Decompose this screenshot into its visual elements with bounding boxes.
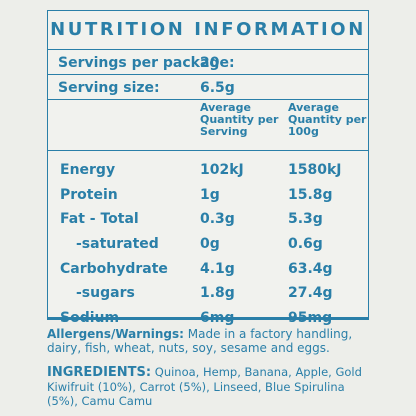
serving-size-value: 6.5g [200,80,235,96]
column-headers: Average Quantity per Serving Average Qua… [48,99,368,150]
allergens-label: Allergens/Warnings: [47,327,184,341]
per-serving-value: 102kJ [200,162,244,178]
per-100g-value: 1580kJ [288,162,342,178]
panel-title: NUTRITION INFORMATION [48,11,368,50]
per-serving-value: 1.8g [200,285,235,302]
per-serving-value: 0g [200,236,220,253]
nutrient-rows: Energy 102kJ 1580kJ Protein 1g 15.8g Fat… [48,150,368,333]
per-100g-value: 15.8g [288,186,333,203]
nutrient-name: Protein [60,186,118,203]
nutrition-panel: NUTRITION INFORMATION Servings per packa… [47,10,369,326]
ingredients-label: INGREDIENTS: [47,365,152,380]
nutrient-row: Protein 1g 15.8g [48,185,368,210]
nutrient-row: Carbohydrate 4.1g 63.4g [48,259,368,284]
serving-size-label: Serving size: [58,80,160,96]
per-100g-value: 5.3g [288,211,323,228]
per-100g-value: 63.4g [288,260,333,277]
servings-label: Servings per package: [58,55,235,71]
nutrient-name: Carbohydrate [60,260,168,277]
ingredients-text: Quinoa, Hemp, Banana, Apple, Gold Kiwifr… [47,365,362,408]
per-100g-value: 0.6g [288,236,323,253]
per-serving-header: Average Quantity per Serving [200,101,279,138]
nutrient-name: Energy [60,162,116,178]
per-100g-header: Average Quantity per 100g [288,101,367,138]
servings-value: 20 [200,55,220,71]
serving-size-row: Serving size: 6.5g [48,75,368,99]
nutrient-row: -sugars 1.8g 27.4g [48,283,368,308]
nutrient-row: Fat - Total 0.3g 5.3g [48,209,368,234]
nutrient-name: Fat - Total [60,211,139,228]
allergens-statement: Allergens/Warnings: Made in a factory ha… [47,327,369,355]
per-serving-value: 1g [200,186,220,203]
per-serving-value: 4.1g [200,260,235,277]
panel-bottom-rule [47,318,369,320]
ingredients-statement: INGREDIENTS: Quinoa, Hemp, Banana, Apple… [47,365,369,408]
nutrient-name: -saturated [76,236,159,253]
nutrient-name: -sugars [76,285,135,302]
nutrient-row: Energy 102kJ 1580kJ [48,160,368,185]
per-100g-value: 27.4g [288,285,333,302]
per-serving-value: 0.3g [200,211,235,228]
servings-row: Servings per package: 20 [48,50,368,75]
nutrient-row: -saturated 0g 0.6g [48,234,368,259]
allergens-text: Made in a factory handling, dairy, fish,… [47,327,353,355]
